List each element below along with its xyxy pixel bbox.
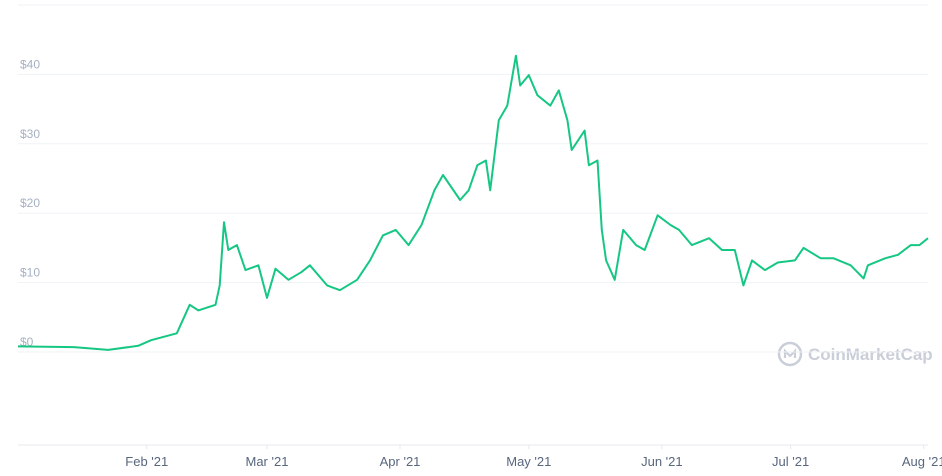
x-tick-label: Mar '21 — [245, 454, 288, 469]
price-line — [17, 54, 929, 351]
y-tick-label: $10 — [20, 266, 40, 280]
y-tick-label: $20 — [20, 196, 40, 210]
y-tick-label: $40 — [20, 57, 40, 71]
watermark: CoinMarketCap — [808, 345, 933, 364]
watermark-logo — [777, 341, 803, 367]
y-tick-label: $50 — [20, 0, 40, 2]
x-tick-label: Aug '21 — [902, 454, 942, 469]
x-tick-label: Apr '21 — [380, 454, 421, 469]
y-tick-label: $30 — [20, 127, 40, 141]
x-tick-label: May '21 — [506, 454, 551, 469]
x-tick-label: Feb '21 — [125, 454, 168, 469]
x-tick-label: Jul '21 — [772, 454, 809, 469]
x-tick-label: Jun '21 — [641, 454, 683, 469]
